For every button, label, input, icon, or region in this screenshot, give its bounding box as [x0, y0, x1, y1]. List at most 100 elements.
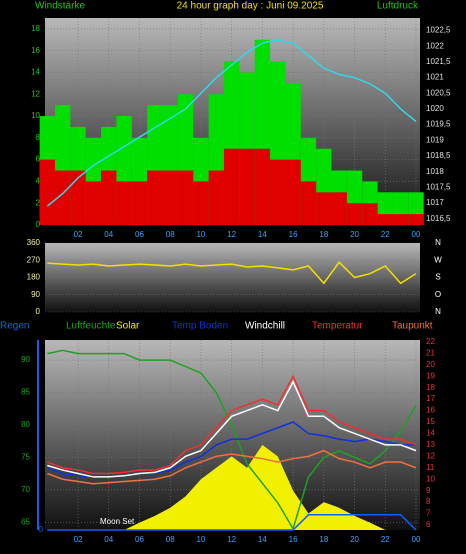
- bar: [346, 203, 363, 225]
- y2-tick-label: 1021,5: [426, 57, 451, 66]
- bar: [223, 148, 240, 225]
- legend-label: Regen: [0, 321, 29, 332]
- y2-tick-label: 1016,5: [426, 214, 451, 223]
- y2-tick-label: 22: [426, 337, 435, 346]
- x-tick-label: 10: [196, 230, 205, 239]
- y-tick-label: 85: [21, 388, 30, 397]
- y2-tick-label: 9: [426, 486, 431, 495]
- y2-tick-label: 1017: [426, 198, 444, 207]
- y-tick-label: 0: [36, 307, 41, 316]
- x-tick-label: 00: [412, 535, 421, 544]
- y2-tick-label: 1022: [426, 41, 444, 50]
- x-tick-label: 02: [74, 535, 83, 544]
- y2-tick-label: 1018: [426, 167, 444, 176]
- y-tick-label: 14: [31, 68, 40, 77]
- y-tick-label: 80: [21, 420, 30, 429]
- bar: [39, 159, 55, 225]
- y2-tick-label: 1019,5: [426, 120, 451, 129]
- legend-label: Taupunkt: [392, 321, 433, 332]
- y-tick-label: 90: [31, 290, 40, 299]
- y2-tick-label: 1021: [426, 73, 444, 82]
- y2-tick-label: 19: [426, 371, 435, 380]
- bar: [285, 159, 301, 225]
- x-tick-label: 12: [227, 535, 236, 544]
- x-tick-label: 14: [258, 230, 267, 239]
- x-tick-label: 14: [258, 535, 267, 544]
- y-tick-label: 10: [31, 111, 40, 120]
- y-tick-label: 360: [27, 238, 41, 247]
- y2-tick-label: 21: [426, 348, 435, 357]
- line: [47, 349, 417, 531]
- line: [47, 374, 417, 475]
- bar: [208, 170, 224, 225]
- x-tick-label: 06: [135, 535, 144, 544]
- y-tick-label: 4: [36, 177, 41, 186]
- bar: [177, 170, 194, 225]
- y2-tick-label: 1018,5: [426, 151, 451, 160]
- legend-label: Luftfeuchte: [66, 321, 116, 332]
- annotation: Moon Set: [100, 517, 135, 526]
- bar: [116, 181, 132, 225]
- y2-tick-label: 17: [426, 394, 435, 403]
- bar: [270, 159, 286, 225]
- y2-tick-label: 14: [426, 429, 435, 438]
- y2-tick-label: 10: [426, 474, 435, 483]
- chart-title: 24 hour graph day : Juni 09.2025: [177, 1, 324, 12]
- y2-tick-label: N: [435, 307, 441, 316]
- x-tick-label: 12: [227, 230, 236, 239]
- line: [47, 514, 417, 531]
- x-tick-label: 10: [196, 535, 205, 544]
- bar: [331, 192, 347, 225]
- bar: [300, 181, 317, 225]
- x-tick-label: 04: [104, 535, 113, 544]
- y2-tick-label: 1017,5: [426, 182, 451, 191]
- y-tick-label: 70: [21, 485, 30, 494]
- line: [46, 39, 417, 207]
- y2-tick-label: 13: [426, 440, 435, 449]
- bar: [408, 214, 424, 225]
- bar: [147, 170, 163, 225]
- y2-tick-label: 15: [426, 417, 435, 426]
- y-tick-label: 12: [31, 89, 40, 98]
- x-tick-label: 20: [350, 230, 359, 239]
- y2-tick-label: 1020,5: [426, 88, 451, 97]
- y-tick-label: 8: [36, 133, 41, 142]
- x-tick-label: 00: [412, 230, 421, 239]
- y2-tick-label: S: [435, 273, 440, 282]
- y2-tick-label: W: [434, 255, 442, 264]
- x-tick-label: 04: [104, 230, 113, 239]
- legend-label: Luftdruck: [377, 1, 419, 12]
- bar: [54, 170, 71, 225]
- line: [47, 449, 417, 485]
- x-tick-label: 20: [350, 535, 359, 544]
- line: [47, 380, 417, 478]
- x-tick-label: 16: [289, 230, 298, 239]
- bar: [392, 214, 409, 225]
- y-tick-label: 75: [21, 452, 30, 461]
- x-tick-label: 06: [135, 230, 144, 239]
- bar: [254, 148, 271, 225]
- area: [47, 444, 417, 530]
- bar: [101, 170, 117, 225]
- x-tick-label: 02: [74, 230, 83, 239]
- y2-tick-label: O: [435, 290, 441, 299]
- x-tick-label: 08: [166, 230, 175, 239]
- bar: [70, 170, 86, 225]
- legend-label: Temperatur: [312, 321, 363, 332]
- y-tick-label: 2: [36, 198, 41, 207]
- y2-tick-label: 16: [426, 406, 435, 415]
- legend-label: Windstärke: [35, 1, 85, 12]
- x-tick-label: 08: [166, 535, 175, 544]
- y2-tick-label: 7: [426, 509, 431, 518]
- x-tick-label: 16: [289, 535, 298, 544]
- y2-tick-label: 1020: [426, 104, 444, 113]
- x-tick-label: 22: [381, 230, 390, 239]
- y-tick-label: 270: [27, 255, 41, 264]
- bar: [239, 148, 255, 225]
- y2-tick-label: 6: [426, 520, 431, 529]
- y2-tick-label: 1019: [426, 135, 444, 144]
- y2-tick-label: 12: [426, 451, 435, 460]
- y-tick-label: 65: [21, 517, 30, 526]
- bar: [316, 192, 332, 225]
